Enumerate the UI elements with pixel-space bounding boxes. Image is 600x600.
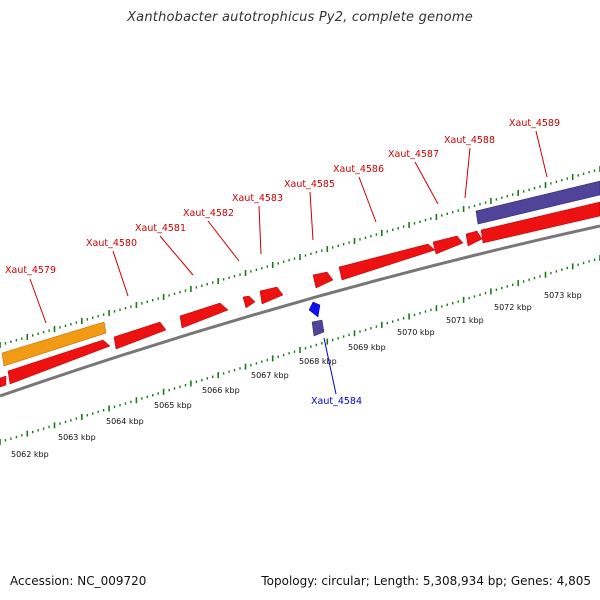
gene-label[interactable]: Xaut_4585: [284, 179, 335, 190]
ruler-kbp-label: 5071 kbp: [446, 316, 484, 325]
reverse-gene-row: [308, 301, 325, 337]
accession-text: Accession: NC_009720: [10, 574, 147, 588]
gene-arrow-reverse[interactable]: [308, 301, 321, 318]
gene-label[interactable]: Xaut_4581: [135, 223, 186, 234]
gene-arrow-purple[interactable]: [475, 180, 600, 225]
gene-arrow-purple-reverse[interactable]: [311, 319, 325, 337]
gene-leader-line: [323, 337, 337, 395]
gene-leader-line: [207, 220, 240, 262]
genome-summary-text: Topology: circular; Length: 5,308,934 bp…: [261, 574, 591, 588]
genome-backbone: [0, 224, 600, 398]
ruler-kbp-label: 5068 kbp: [299, 357, 337, 366]
ruler-kbp-label: 5070 kbp: [397, 328, 435, 337]
gene-label[interactable]: Xaut_4587: [388, 149, 439, 160]
gene-label[interactable]: Xaut_4588: [444, 135, 495, 146]
map-title: Xanthobacter autotrophicus Py2, complete…: [127, 10, 473, 25]
gene-arrow-orange[interactable]: [1, 321, 107, 367]
ruler-kbp-label: 5066 kbp: [202, 386, 240, 395]
gene-arrow[interactable]: [242, 295, 256, 309]
gene-arrow[interactable]: [179, 302, 229, 329]
inner-tick-track: [0, 255, 600, 445]
gene-leader-line: [309, 191, 314, 241]
ruler-kbp-label: 5064 kbp: [106, 417, 144, 426]
highlight-gene-row: [1, 180, 600, 367]
gene-label[interactable]: Xaut_4583: [232, 193, 283, 204]
gene-arrow[interactable]: [259, 286, 284, 305]
gene-arrow[interactable]: [432, 235, 464, 255]
gene-leader-line: [358, 176, 377, 223]
gene-leader-line: [29, 278, 47, 324]
gene-label[interactable]: Xaut_4579: [5, 265, 56, 276]
gene-labels: Xaut_4579 Xaut_4580 Xaut_4581 Xaut_4582 Xaut…: [5, 118, 560, 407]
gene-label[interactable]: Xaut_4586: [333, 164, 384, 175]
gene-arrow[interactable]: [7, 339, 111, 385]
ruler-labels: 5062 kbp 5063 kbp 5064 kbp 5065 kbp 5066 kbp…: [11, 291, 582, 459]
gene-label[interactable]: Xaut_4582: [183, 208, 234, 219]
gene-leader-line: [414, 161, 439, 205]
gene-arrow[interactable]: [465, 230, 483, 247]
gene-arrow[interactable]: [338, 243, 436, 281]
ruler-kbp-label: 5073 kbp: [544, 291, 582, 300]
gene-arrow[interactable]: [312, 271, 334, 289]
gene-arrow[interactable]: [113, 321, 167, 350]
forward-gene-row: [0, 201, 600, 388]
gene-label[interactable]: Xaut_4584: [311, 396, 362, 407]
ruler-kbp-label: 5062 kbp: [11, 450, 49, 459]
ruler-kbp-label: 5063 kbp: [58, 433, 96, 442]
outer-tick-track: [0, 166, 600, 348]
gene-leader-line: [464, 147, 471, 199]
ruler-kbp-label: 5067 kbp: [251, 371, 289, 380]
gene-leader-line: [535, 130, 548, 178]
gene-leader-line: [258, 205, 262, 255]
ruler-kbp-label: 5065 kbp: [154, 401, 192, 410]
gene-arrow[interactable]: [480, 201, 600, 244]
gene-leader-line: [112, 250, 129, 297]
ruler-kbp-label: 5069 kbp: [348, 343, 386, 352]
gene-label[interactable]: Xaut_4589: [509, 118, 560, 129]
gene-label[interactable]: Xaut_4580: [86, 238, 137, 249]
ruler-kbp-label: 5072 kbp: [494, 303, 532, 312]
gene-arrow[interactable]: [0, 375, 7, 388]
gene-leader-line: [159, 235, 194, 276]
